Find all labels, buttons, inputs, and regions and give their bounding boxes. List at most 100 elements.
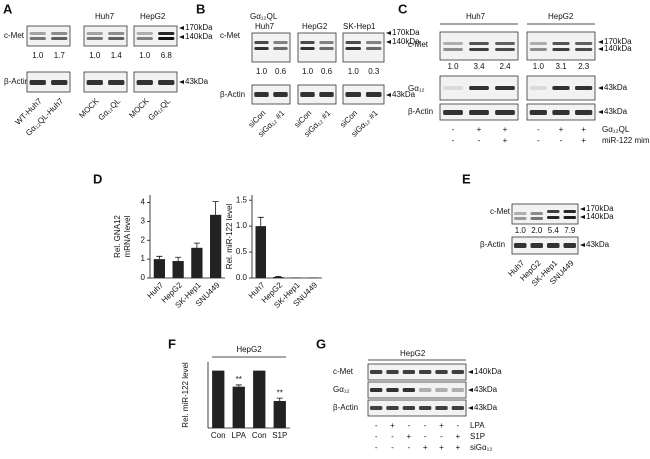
blot: [133, 71, 178, 93]
row-label: β-Actin: [333, 403, 358, 412]
marker-label: 140kDa: [392, 37, 420, 46]
sign: -: [407, 443, 410, 452]
group-label: Huh7: [255, 22, 275, 31]
band: [254, 41, 269, 44]
band: [563, 243, 577, 248]
row-label: β-Actin: [4, 77, 29, 86]
arrow: [179, 26, 184, 30]
band: [319, 92, 334, 97]
bar: [172, 261, 184, 278]
ratio: 2.4: [499, 62, 511, 71]
band: [319, 47, 334, 50]
y-tick-label: 0: [141, 273, 146, 282]
sign: +: [455, 432, 460, 441]
band: [469, 86, 489, 90]
sign: -: [456, 421, 459, 430]
marker-label: 140kDa: [185, 32, 213, 41]
band: [552, 110, 570, 115]
ratio: 0.6: [321, 67, 333, 76]
ratio: 6.8: [161, 51, 173, 60]
annotation: **: [236, 375, 242, 384]
arrow: [386, 93, 391, 97]
band: [386, 388, 399, 392]
error-bar: [257, 216, 264, 227]
band: [443, 48, 463, 51]
sign: +: [559, 125, 564, 134]
ratio: 1.0: [302, 67, 314, 76]
band: [451, 406, 465, 410]
group-label: HepG2: [140, 12, 166, 21]
sign: +: [390, 421, 395, 430]
band: [319, 41, 334, 44]
x-tick-label: Con: [252, 431, 267, 440]
sign: +: [581, 136, 586, 145]
panel-label: F: [168, 336, 176, 351]
band: [563, 210, 577, 213]
band: [86, 32, 103, 35]
band: [158, 80, 175, 85]
ratio: 3.4: [473, 62, 485, 71]
blot: [26, 71, 71, 93]
band: [513, 212, 527, 215]
band: [418, 406, 432, 410]
arrow: [179, 35, 184, 39]
marker-label: 43kDa: [604, 107, 628, 116]
band: [402, 370, 416, 374]
band: [365, 47, 382, 50]
sign: -: [424, 421, 427, 430]
marker-label: 43kDa: [474, 385, 498, 394]
band: [273, 92, 288, 97]
ratio: 1.0: [256, 67, 268, 76]
treatment-label: siGα₁₂: [470, 443, 492, 452]
band: [418, 370, 432, 374]
sign: +: [503, 136, 508, 145]
band: [108, 32, 125, 35]
band: [108, 37, 125, 40]
band: [529, 86, 547, 90]
panel-label: A: [3, 1, 13, 16]
y-axis-label: Rel. GNA12: [113, 215, 122, 258]
treatment-label: LPA: [470, 421, 485, 430]
band: [365, 92, 382, 97]
sign: +: [439, 443, 444, 452]
annotation: **: [277, 388, 283, 397]
bar: [273, 401, 286, 428]
group-label: Huh7: [95, 12, 115, 21]
blot: [367, 363, 467, 381]
band: [29, 80, 46, 85]
bar: [255, 226, 266, 278]
ratio: 1.7: [54, 51, 66, 60]
panel-label: D: [93, 171, 102, 186]
sign: +: [423, 443, 428, 452]
bar: [253, 370, 266, 428]
band: [402, 406, 416, 410]
panel-label: C: [398, 1, 408, 16]
band: [575, 48, 593, 51]
band: [51, 32, 68, 35]
bar: [212, 370, 225, 428]
ratio: 0.6: [275, 67, 287, 76]
band: [345, 47, 362, 50]
error-bar: [156, 255, 163, 260]
treatment-label: Gα₁₂QL: [602, 125, 630, 134]
x-tick-label: Con: [211, 431, 226, 440]
band: [451, 370, 465, 374]
ratio: 5.4: [548, 226, 560, 235]
marker-label: 170kDa: [185, 23, 213, 32]
band: [300, 41, 315, 44]
band: [495, 86, 515, 90]
marker-label: 43kDa: [185, 77, 209, 86]
band: [158, 37, 175, 40]
marker-label: 170kDa: [392, 28, 420, 37]
error-bar: [276, 397, 283, 402]
band: [443, 86, 463, 90]
x-tick-label: LPA: [231, 431, 246, 440]
sign: -: [375, 443, 378, 452]
arrow: [598, 47, 603, 51]
panel-label: B: [196, 1, 205, 16]
row-label: c-Met: [4, 31, 25, 40]
group-label: Gα₁₂QL: [250, 12, 278, 21]
panel-label: E: [462, 171, 471, 186]
sign: +: [581, 125, 586, 134]
